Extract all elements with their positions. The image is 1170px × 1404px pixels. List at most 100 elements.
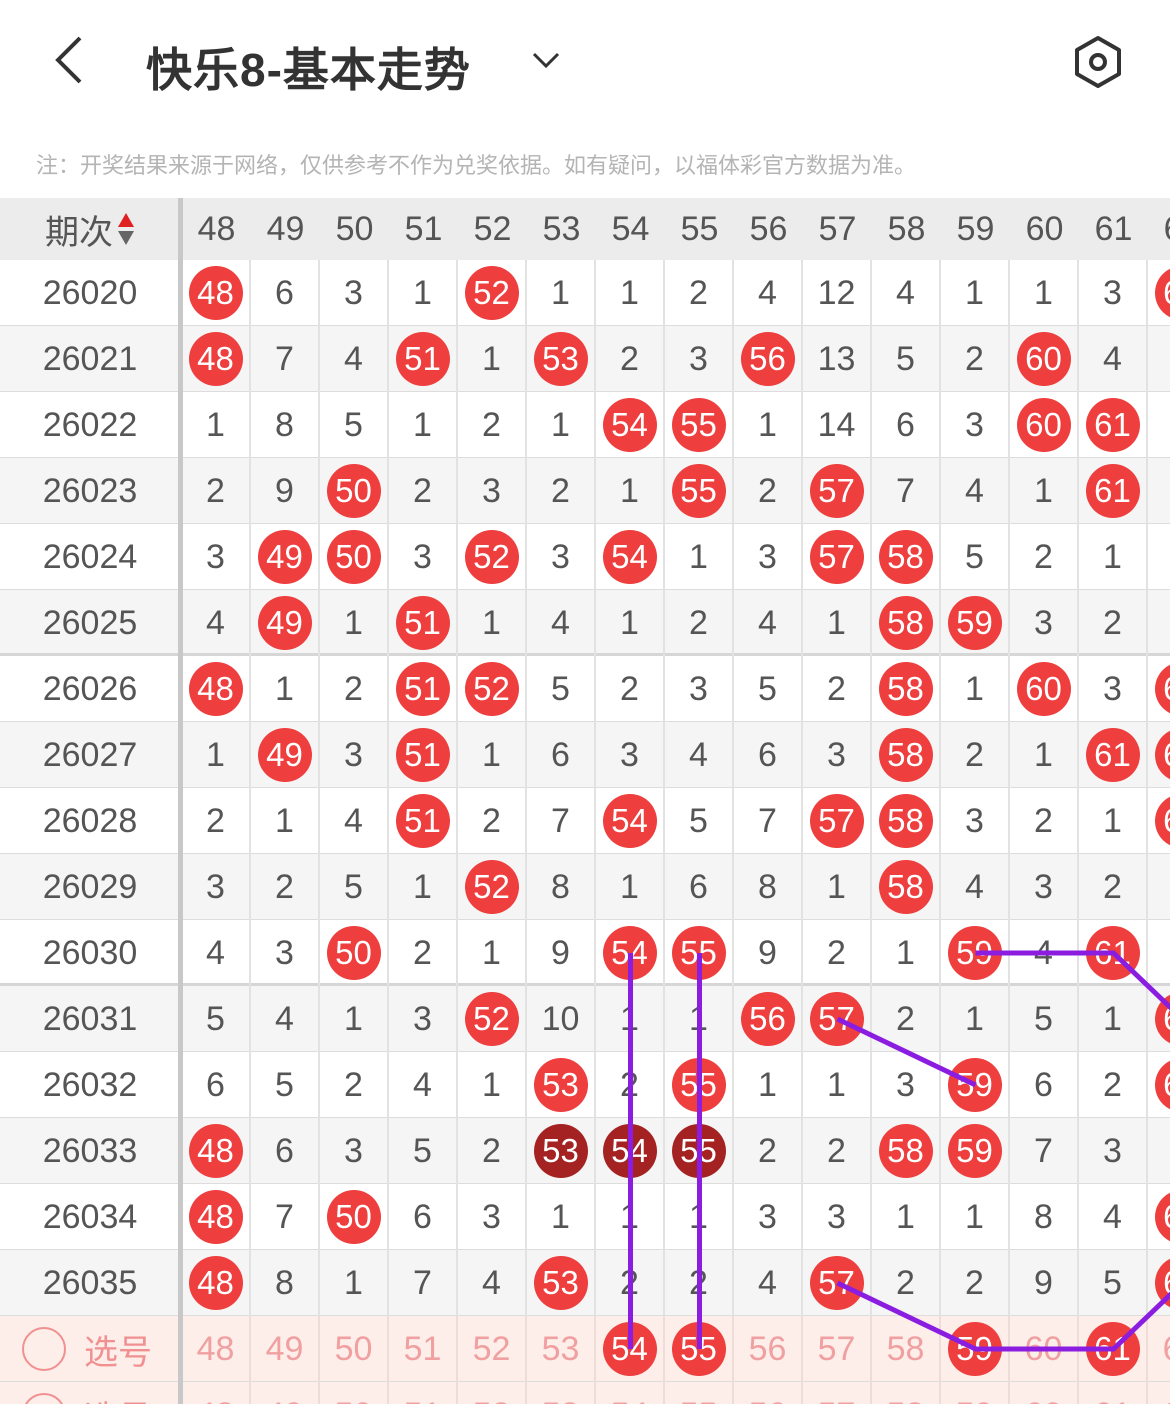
miss-count: 7 (734, 788, 803, 854)
miss-count: 2 (665, 260, 734, 326)
cell: 56 (734, 986, 803, 1052)
miss-count: 3 (458, 458, 527, 524)
miss-count: 5 (527, 656, 596, 722)
issue-number: 26034 (42, 1198, 138, 1236)
selectable-number[interactable]: 55 (665, 1382, 734, 1404)
select-toggle[interactable]: 选号 (22, 1316, 152, 1382)
selected-number[interactable]: 59 (941, 1316, 1010, 1382)
selected-number-ball[interactable]: 54 (602, 1322, 657, 1376)
settings-button[interactable] (1070, 34, 1126, 90)
cell: 53 (527, 1250, 596, 1316)
back-button[interactable] (50, 30, 90, 90)
cell: 60 (1010, 326, 1079, 392)
cell: 51 (389, 590, 458, 656)
drawn-number-ball: 52 (464, 860, 519, 914)
miss-count: 9 (1010, 1250, 1079, 1316)
miss-count: 2 (389, 458, 458, 524)
issue-number: 26028 (42, 802, 138, 840)
issue-number: 26033 (42, 1132, 138, 1170)
miss-count: 4 (1010, 920, 1079, 986)
miss-count: 5 (182, 986, 251, 1052)
issue-column-header[interactable]: 期次 (0, 198, 180, 260)
drawn-number-ball: 49 (257, 728, 312, 782)
sort-icon[interactable] (117, 211, 135, 247)
table-row: 26024 3 49 50 3 52 3 54 1 3 57 58 5 2 1 (0, 524, 1170, 590)
selectable-number[interactable]: 56 (734, 1382, 803, 1404)
selectable-number[interactable]: 52 (458, 1382, 527, 1404)
selected-number-ball[interactable]: 59 (947, 1322, 1002, 1376)
selected-number[interactable]: 54 (596, 1316, 665, 1382)
miss-count: 1 (1079, 986, 1148, 1052)
miss-count: 1 (182, 722, 251, 788)
selectable-number[interactable]: 54 (596, 1382, 665, 1404)
selectable-number[interactable]: 51 (389, 1382, 458, 1404)
miss-count: 2 (734, 458, 803, 524)
table-row: 26025 4 49 1 51 1 4 1 2 4 1 58 59 3 2 (0, 590, 1170, 656)
miss-count: 3 (320, 260, 389, 326)
drawn-number-ball: 51 (395, 662, 450, 716)
miss-count: 3 (389, 524, 458, 590)
table-row: 26026481251525235258160362 (0, 656, 1170, 722)
selectable-number[interactable]: 49 (251, 1382, 320, 1404)
miss-count: 8 (1010, 1184, 1079, 1250)
selectable-number[interactable]: 59 (941, 1382, 1010, 1404)
selectable-number[interactable]: 48 (182, 1316, 251, 1382)
miss-count: 3 (182, 854, 251, 920)
miss-count: 3 (1079, 1118, 1148, 1184)
miss-count: 1 (458, 722, 527, 788)
drawn-number-ball: 61 (1085, 398, 1140, 452)
selected-number[interactable]: 61 (1079, 1316, 1148, 1382)
page-title[interactable]: 快乐8-基本走势 (146, 44, 471, 96)
selectable-number[interactable]: 62 (1148, 1382, 1170, 1404)
miss-count: 1 (1079, 788, 1148, 854)
select-toggle[interactable]: 选号 (22, 1382, 152, 1404)
selectable-number[interactable]: 58 (872, 1316, 941, 1382)
selectable-number[interactable]: 57 (803, 1382, 872, 1404)
selectable-number[interactable]: 50 (320, 1382, 389, 1404)
cell: 61 (1079, 458, 1148, 524)
drawn-number-ball: 59 (947, 1058, 1002, 1112)
miss-count: 9 (251, 458, 320, 524)
cell: 50 (320, 458, 389, 524)
selectable-number[interactable]: 61 (1079, 1382, 1148, 1404)
title-dropdown-button[interactable] (528, 42, 564, 78)
miss-count: 8 (527, 854, 596, 920)
issue-number: 26022 (42, 406, 138, 444)
cell: 52 (458, 656, 527, 722)
miss-count: 4 (941, 458, 1010, 524)
drawn-number-ball: 61 (1085, 728, 1140, 782)
miss-count: 2 (527, 458, 596, 524)
miss-count: 1 (1079, 524, 1148, 590)
selectable-number[interactable]: 49 (251, 1316, 320, 1382)
selected-number[interactable]: 55 (665, 1316, 734, 1382)
selectable-number[interactable]: 53 (527, 1382, 596, 1404)
selectable-number[interactable]: 60 (1010, 1382, 1079, 1404)
selectable-number[interactable]: 48 (182, 1382, 251, 1404)
drawn-number-ball: 58 (878, 728, 933, 782)
selectable-number[interactable]: 60 (1010, 1316, 1079, 1382)
selectable-number[interactable]: 52 (458, 1316, 527, 1382)
selectable-number[interactable]: 57 (803, 1316, 872, 1382)
selectable-number[interactable]: 58 (872, 1382, 941, 1404)
selectable-number[interactable]: 51 (389, 1316, 458, 1382)
miss-count: 4 (527, 590, 596, 656)
column-header-48: 48 (197, 210, 236, 248)
table-row: 2603154135210115657215162 (0, 986, 1170, 1052)
selectable-number[interactable]: 56 (734, 1316, 803, 1382)
miss-count: 2 (941, 1250, 1010, 1316)
cell: 57 (803, 458, 872, 524)
drawn-number-ball: 56 (740, 332, 795, 386)
radio-circle-icon[interactable] (22, 1393, 66, 1404)
miss-count: 4 (872, 260, 941, 326)
miss-count: 6 (872, 392, 941, 458)
drawn-number-ball: 54 (602, 926, 657, 980)
selectable-number[interactable]: 53 (527, 1316, 596, 1382)
selected-number-ball[interactable]: 61 (1085, 1322, 1140, 1376)
selected-number-ball[interactable]: 55 (671, 1322, 726, 1376)
miss-count: 1 (527, 260, 596, 326)
cell: 48 (182, 1184, 251, 1250)
column-header-62: 62 (1148, 198, 1170, 260)
selectable-number[interactable]: 50 (320, 1316, 389, 1382)
radio-circle-icon[interactable] (22, 1327, 66, 1371)
selectable-number[interactable]: 62 (1148, 1316, 1170, 1382)
